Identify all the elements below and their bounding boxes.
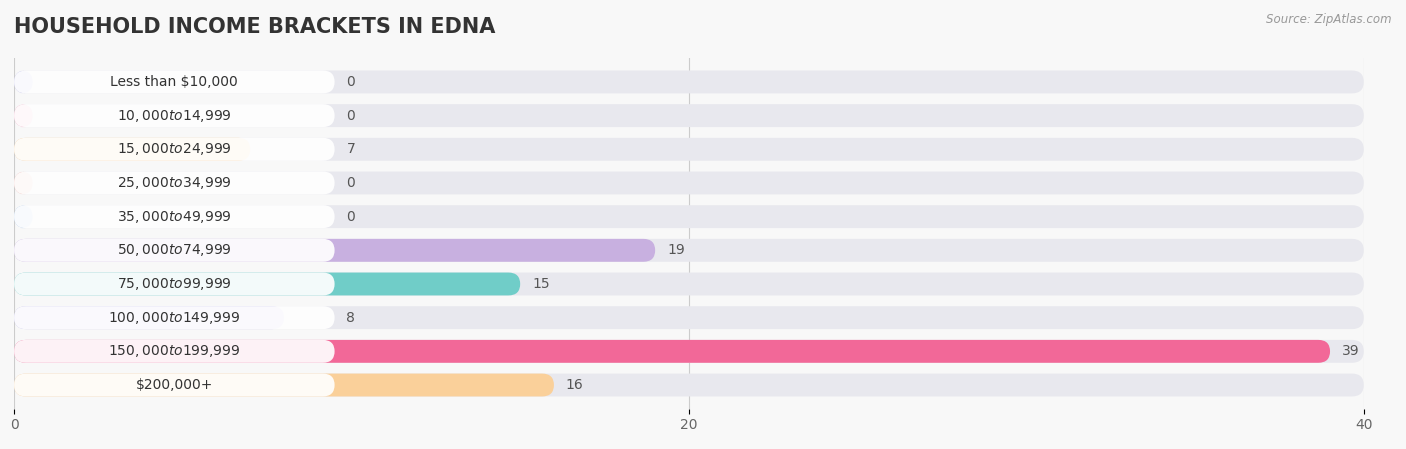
Text: $35,000 to $49,999: $35,000 to $49,999 (117, 209, 232, 224)
FancyBboxPatch shape (14, 138, 335, 161)
Text: $150,000 to $199,999: $150,000 to $199,999 (108, 343, 240, 359)
FancyBboxPatch shape (14, 340, 335, 363)
Text: $50,000 to $74,999: $50,000 to $74,999 (117, 242, 232, 258)
Text: 0: 0 (346, 176, 356, 190)
FancyBboxPatch shape (14, 104, 335, 127)
FancyBboxPatch shape (14, 374, 1364, 396)
Text: $200,000+: $200,000+ (135, 378, 214, 392)
FancyBboxPatch shape (14, 273, 520, 295)
FancyBboxPatch shape (14, 306, 1364, 329)
FancyBboxPatch shape (14, 104, 1364, 127)
Text: 0: 0 (346, 75, 356, 89)
FancyBboxPatch shape (14, 273, 1364, 295)
FancyBboxPatch shape (14, 273, 335, 295)
FancyBboxPatch shape (14, 306, 335, 329)
FancyBboxPatch shape (14, 239, 335, 262)
Text: $10,000 to $14,999: $10,000 to $14,999 (117, 108, 232, 123)
FancyBboxPatch shape (14, 340, 1364, 363)
FancyBboxPatch shape (14, 172, 335, 194)
Text: 0: 0 (346, 109, 356, 123)
Text: 15: 15 (531, 277, 550, 291)
FancyBboxPatch shape (14, 70, 32, 93)
FancyBboxPatch shape (14, 205, 335, 228)
Text: Less than $10,000: Less than $10,000 (111, 75, 238, 89)
Text: $25,000 to $34,999: $25,000 to $34,999 (117, 175, 232, 191)
Text: 39: 39 (1341, 344, 1360, 358)
FancyBboxPatch shape (14, 374, 335, 396)
Text: Source: ZipAtlas.com: Source: ZipAtlas.com (1267, 13, 1392, 26)
Text: $15,000 to $24,999: $15,000 to $24,999 (117, 141, 232, 157)
Text: 19: 19 (666, 243, 685, 257)
Text: $100,000 to $149,999: $100,000 to $149,999 (108, 310, 240, 326)
Text: 0: 0 (346, 210, 356, 224)
FancyBboxPatch shape (14, 306, 284, 329)
FancyBboxPatch shape (14, 205, 32, 228)
FancyBboxPatch shape (14, 239, 1364, 262)
FancyBboxPatch shape (14, 172, 32, 194)
FancyBboxPatch shape (14, 138, 1364, 161)
FancyBboxPatch shape (14, 70, 1364, 93)
FancyBboxPatch shape (14, 239, 655, 262)
Text: $75,000 to $99,999: $75,000 to $99,999 (117, 276, 232, 292)
FancyBboxPatch shape (14, 70, 335, 93)
Text: 8: 8 (346, 311, 356, 325)
FancyBboxPatch shape (14, 374, 554, 396)
FancyBboxPatch shape (14, 340, 1330, 363)
FancyBboxPatch shape (14, 104, 32, 127)
FancyBboxPatch shape (14, 172, 1364, 194)
FancyBboxPatch shape (14, 138, 250, 161)
Text: 7: 7 (346, 142, 356, 156)
FancyBboxPatch shape (14, 205, 1364, 228)
Text: 16: 16 (565, 378, 583, 392)
Text: HOUSEHOLD INCOME BRACKETS IN EDNA: HOUSEHOLD INCOME BRACKETS IN EDNA (14, 18, 495, 37)
